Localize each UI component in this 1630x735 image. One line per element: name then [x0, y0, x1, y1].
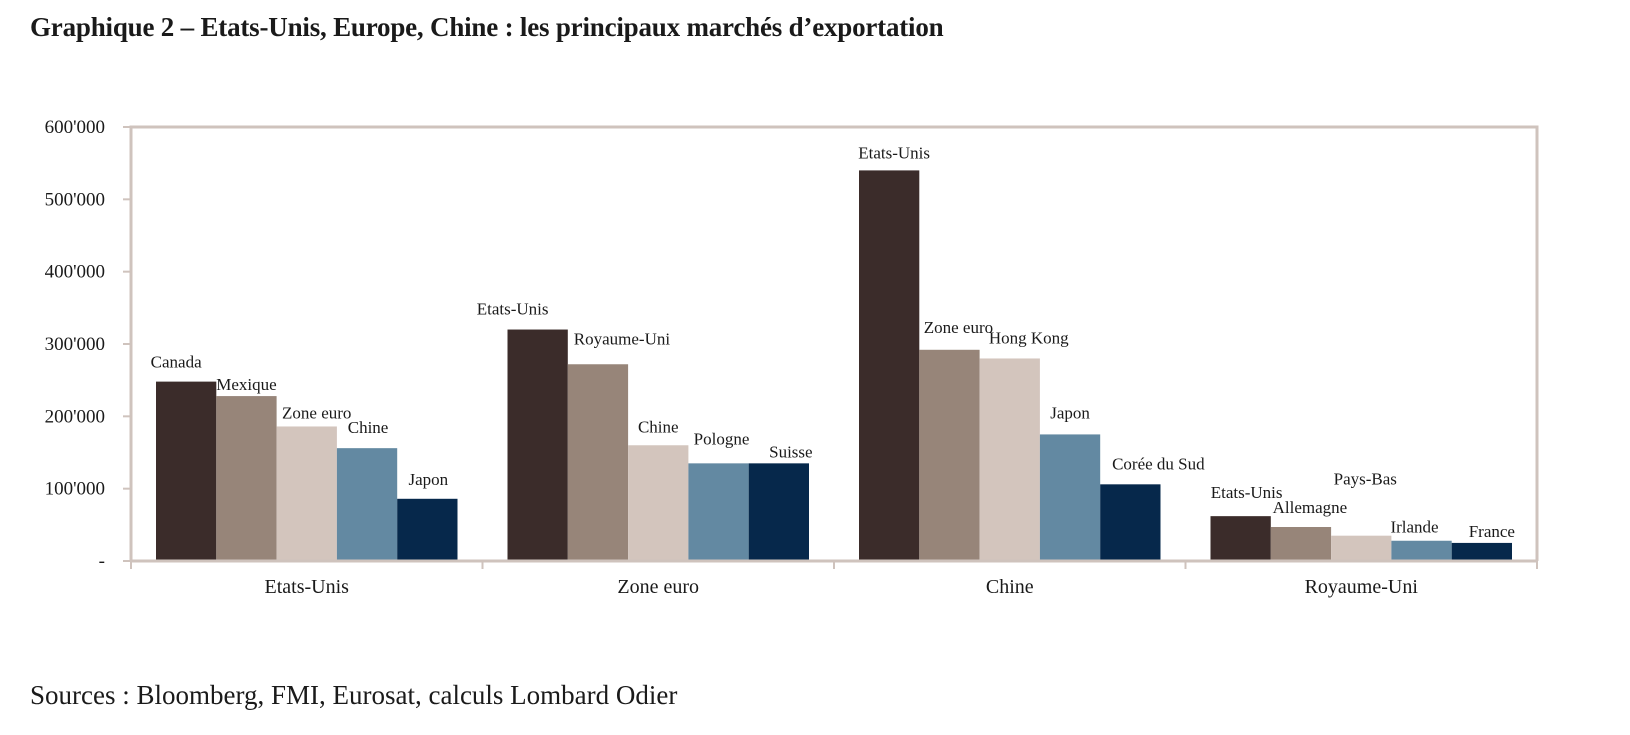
bar	[748, 463, 809, 561]
bar	[1331, 535, 1392, 561]
bar	[507, 329, 568, 561]
bar	[1039, 434, 1101, 561]
bar	[336, 448, 398, 561]
x-category-label: Zone euro	[617, 576, 699, 598]
chart-title: Graphique 2 – Etats-Unis, Europe, Chine …	[30, 12, 944, 42]
bar-data-label: Etats-Unis	[477, 300, 549, 319]
bar	[567, 364, 629, 561]
y-tick-label: -	[99, 551, 105, 572]
bar	[1210, 516, 1271, 561]
y-tick-label: 100'000	[45, 479, 105, 500]
bar	[156, 381, 217, 561]
bar	[688, 463, 749, 561]
bar-data-label: Hong Kong	[989, 328, 1069, 347]
bar	[1391, 540, 1452, 561]
bar-data-label: France	[1469, 522, 1515, 541]
x-category-label: Chine	[986, 576, 1034, 598]
bar-data-label: Zone euro	[282, 403, 351, 422]
bar-data-label: Suisse	[769, 442, 812, 461]
x-category-label: Etats-Unis	[265, 576, 350, 598]
bar	[979, 358, 1040, 561]
axes: - 100'000 200'000 300'000 400'000 500'000 600'…	[45, 117, 1538, 598]
y-tick-label: 200'000	[45, 406, 105, 427]
bar-data-label: Mexique	[216, 375, 276, 394]
bar-data-label: Royaume-Uni	[574, 329, 671, 348]
bar	[276, 426, 337, 561]
bar-data-label: Pologne	[694, 429, 750, 448]
bar-data-label: Japon	[409, 470, 449, 489]
bar-data-label: Zone euro	[924, 318, 993, 337]
bar	[859, 170, 920, 561]
bar-data-label: Pays-Bas	[1334, 470, 1397, 489]
bar	[216, 396, 277, 561]
bar-data-label: Allemagne	[1273, 498, 1348, 517]
x-category-label: Royaume-Uni	[1305, 576, 1419, 598]
bar-data-label: Irlande	[1390, 518, 1438, 537]
bar-data-label: Etats-Unis	[858, 143, 930, 162]
bar	[397, 498, 458, 561]
bar-data-label: Japon	[1050, 403, 1090, 422]
bar	[919, 349, 980, 561]
bar-data-label: Etats-Unis	[1211, 483, 1283, 502]
source-note: Sources : Bloomberg, FMI, Eurosat, calcu…	[30, 680, 678, 710]
y-tick-label: 400'000	[45, 262, 105, 283]
y-tick-label: 300'000	[45, 334, 105, 355]
bar	[1100, 484, 1161, 561]
bar-data-label: Chine	[348, 418, 389, 437]
bar	[1270, 527, 1332, 561]
bar-data-label: Corée du Sud	[1112, 454, 1205, 473]
bar-data-label: Canada	[151, 353, 202, 372]
bar	[628, 445, 689, 561]
y-tick-label: 600'000	[45, 117, 105, 138]
y-tick-label: 500'000	[45, 189, 105, 210]
bar-data-label: Chine	[638, 417, 679, 436]
bar	[1451, 542, 1512, 561]
bars	[156, 170, 1512, 561]
